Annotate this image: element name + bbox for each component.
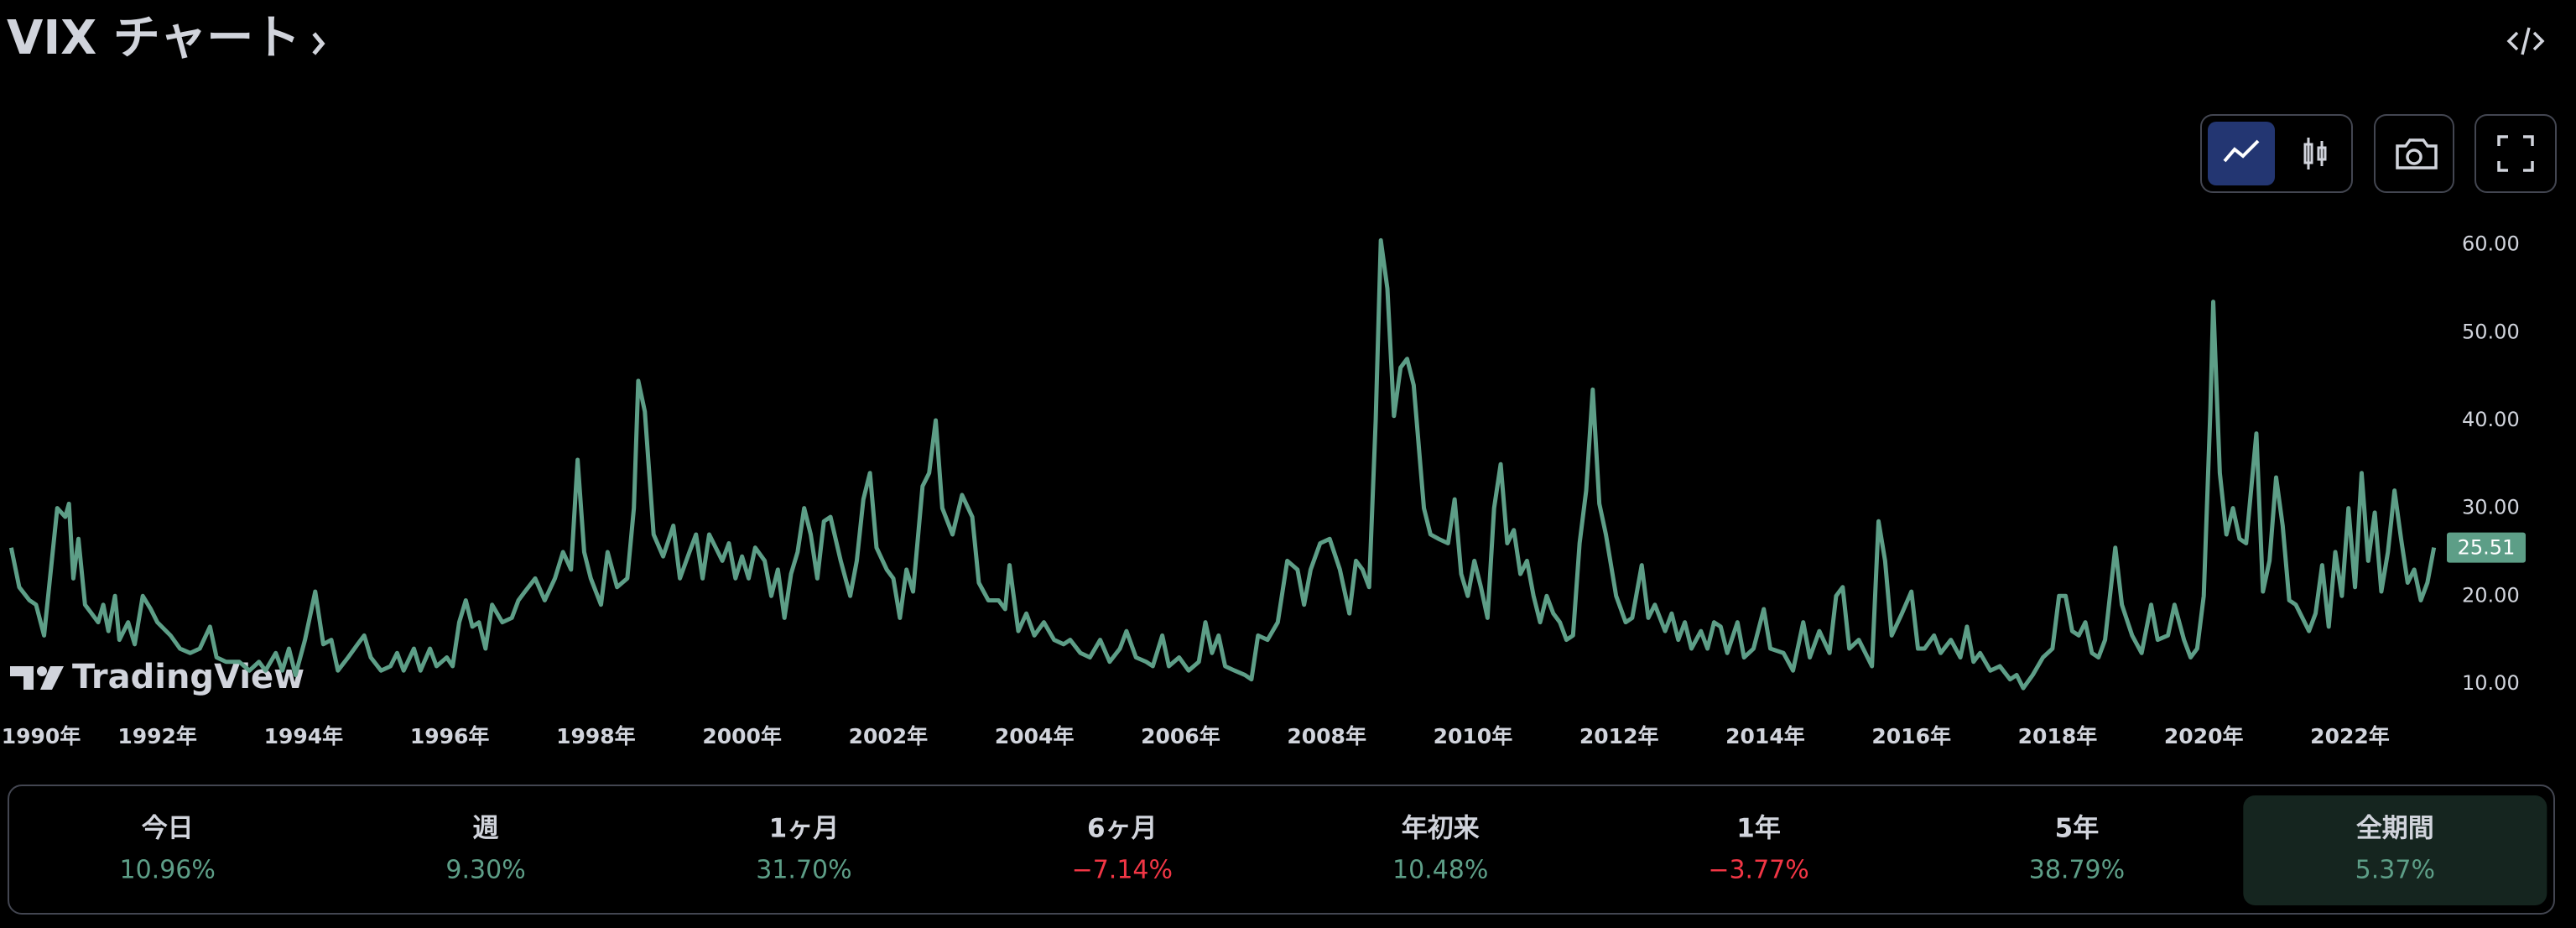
period-change[interactable]: 10.96% <box>119 856 215 885</box>
period-label[interactable]: 週 <box>473 814 499 844</box>
y-tick-label: 10.00 <box>2462 671 2520 695</box>
period-label[interactable]: 全期間 <box>2356 814 2434 844</box>
x-tick-label: 1996年 <box>410 724 490 748</box>
last-price-tag <box>2447 532 2526 563</box>
line-icon <box>2223 139 2260 163</box>
period-change[interactable]: 9.30% <box>445 856 525 885</box>
period-label[interactable]: 1年 <box>1736 814 1781 844</box>
snapshot-button[interactable] <box>2374 114 2454 193</box>
title-chevron <box>312 32 325 55</box>
vix-line <box>8 237 2437 691</box>
period-label[interactable]: 今日 <box>142 814 194 844</box>
period-bar <box>8 785 2555 915</box>
last-price-label: 25.51 <box>2458 536 2516 560</box>
x-tick-label: 2014年 <box>1725 724 1805 748</box>
x-tick-label: 2006年 <box>1141 724 1220 748</box>
period-change[interactable]: 10.48% <box>1392 856 1488 885</box>
period-label[interactable]: 年初来 <box>1402 814 1480 844</box>
watermark: TradingView <box>72 658 304 696</box>
period-label[interactable]: 5年 <box>2055 814 2100 844</box>
tv-logo <box>10 666 64 690</box>
x-tick-label: 2020年 <box>2164 724 2244 748</box>
x-tick-label: 2010年 <box>1434 724 1513 748</box>
period-label[interactable]: 6ヶ月 <box>1087 814 1158 844</box>
period-change[interactable]: −7.14% <box>1072 856 1173 885</box>
period-change[interactable]: 31.70% <box>756 856 851 885</box>
fullscreen-button[interactable] <box>2475 114 2557 193</box>
chart-title[interactable]: VIX チャート <box>7 11 300 65</box>
x-tick-label: 1992年 <box>117 724 197 748</box>
y-tick-label: 40.00 <box>2462 408 2520 431</box>
camera-icon <box>2396 138 2438 169</box>
periods: 今日 10.96% 週 9.30% 1ヶ月 31.70% 6ヶ月 −7.14% 年初来 10.48… <box>119 795 2547 905</box>
fullscreen-icon <box>2497 135 2534 172</box>
x-tick-label: 2008年 <box>1287 724 1366 748</box>
x-tick-label: 1998年 <box>556 724 636 748</box>
x-tick-label: 1990年 <box>2 724 81 748</box>
chart-type-group <box>2200 114 2353 193</box>
x-tick-label: 2004年 <box>995 724 1075 748</box>
x-tick-label: 2018年 <box>2018 724 2098 748</box>
period-label[interactable]: 1ヶ月 <box>769 814 840 844</box>
x-tick-label: 2000年 <box>702 724 782 748</box>
embed-icon[interactable] <box>2506 27 2545 55</box>
x-tick-label: 2012年 <box>1579 724 1659 748</box>
candle-button[interactable] <box>2303 138 2327 169</box>
x-tick-label: 2016年 <box>1871 724 1951 748</box>
y-tick-label: 30.00 <box>2462 496 2520 519</box>
y-tick-label: 60.00 <box>2462 232 2520 256</box>
y-tick-label: 50.00 <box>2462 320 2520 343</box>
period-change[interactable]: 5.37% <box>2355 856 2435 885</box>
period-change[interactable]: −3.77% <box>1708 856 1808 885</box>
period-selected <box>2243 795 2547 905</box>
x-tick-label: 1994年 <box>264 724 344 748</box>
x-tick-label: 2002年 <box>849 724 929 748</box>
period-change[interactable]: 38.79% <box>2029 856 2125 885</box>
plot: 10.00 20.00 30.00 40.00 50.00 60.00 1990年 1992年… <box>2 232 2526 748</box>
x-tick-label: 2022年 <box>2310 724 2390 748</box>
y-tick-label: 20.00 <box>2462 583 2520 607</box>
